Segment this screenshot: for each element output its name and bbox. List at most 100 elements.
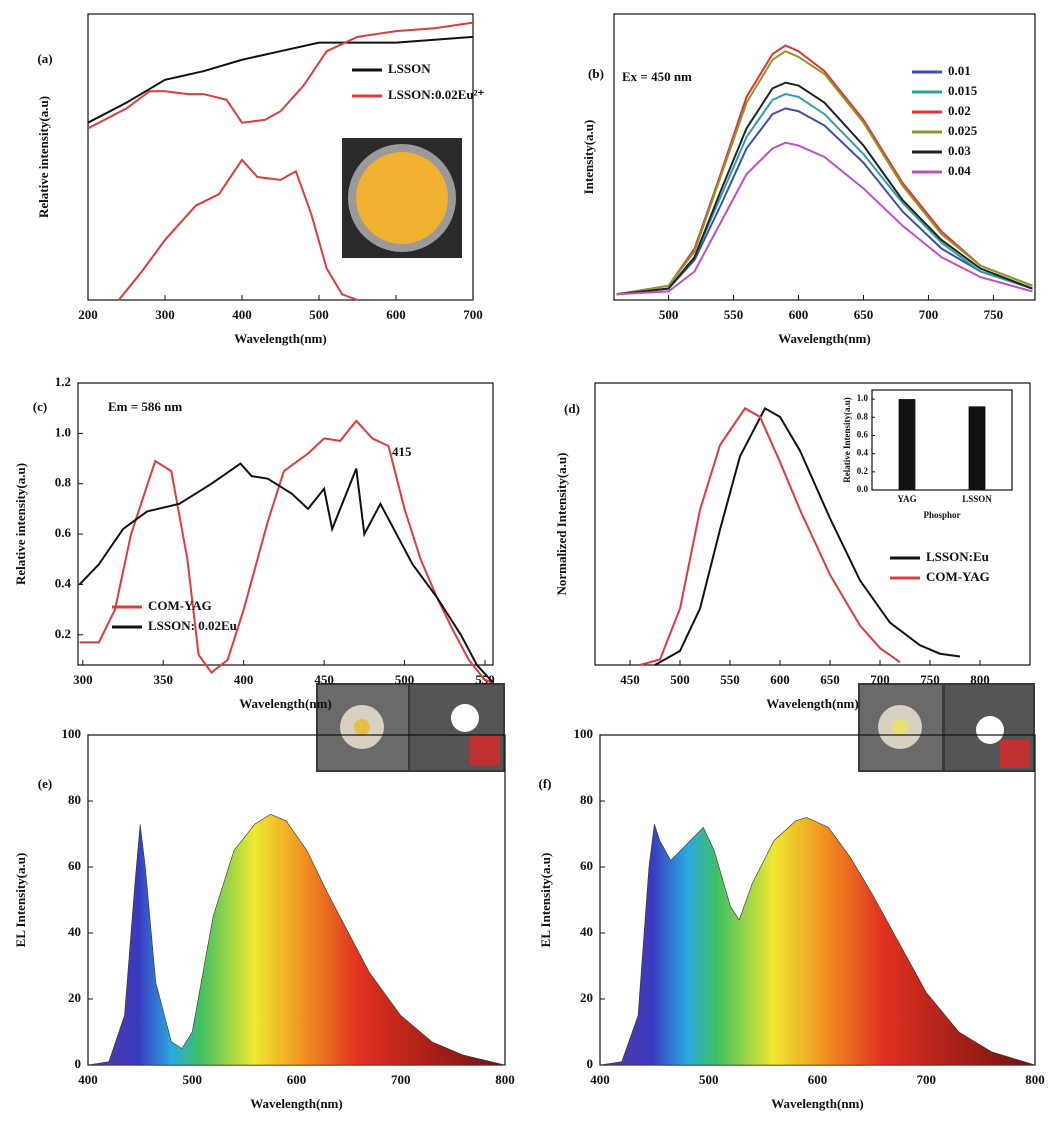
- y-tick-label: 0: [587, 1056, 594, 1071]
- y-axis-label: Normalized Intensity(a.u): [554, 453, 569, 596]
- x-axis-label: Wavelength(nm): [766, 696, 858, 711]
- series-line: [78, 462, 494, 684]
- y-tick-label: 1.0: [857, 393, 869, 403]
- panel-label: (f): [539, 776, 552, 791]
- x-tick-label: 450: [620, 672, 640, 687]
- y-tick-label: 1.2: [55, 374, 71, 389]
- x-tick-label: 300: [73, 672, 93, 687]
- y-axis-label: EL Intensity(a.u): [538, 853, 553, 948]
- x-tick-label: 750: [984, 307, 1004, 322]
- y-tick-label: 80: [580, 792, 593, 807]
- legend-label: 0.02: [948, 103, 971, 118]
- legend-label: 0.01: [948, 63, 971, 78]
- x-tick-label: 200: [78, 307, 98, 322]
- x-tick-label: 400: [234, 672, 254, 687]
- photo-e: [316, 683, 505, 772]
- y-tick-label: 60: [68, 858, 81, 873]
- y-tick-label: 0.4: [55, 575, 72, 590]
- x-tick-label: 800: [970, 672, 990, 687]
- legend-label: COM-YAG: [148, 598, 212, 613]
- y-tick-label: 0.8: [857, 411, 869, 421]
- x-tick-label: 800: [495, 1072, 515, 1087]
- y-tick-label: 0: [75, 1056, 82, 1071]
- x-tick-label: 600: [770, 672, 790, 687]
- x-axis-label: Phosphor: [923, 510, 960, 520]
- legend-label: LSSON: [388, 61, 431, 76]
- x-tick-label: 550: [724, 307, 744, 322]
- photo-f: [858, 683, 1035, 772]
- bar: [968, 406, 986, 490]
- bar: [898, 399, 916, 490]
- x-tick-label: 600: [789, 307, 809, 322]
- x-axis-label: Wavelength(nm): [234, 331, 326, 346]
- legend-label: 0.015: [948, 83, 978, 98]
- x-tick-label: 400: [590, 1072, 610, 1087]
- x-tick-label: 400: [232, 307, 252, 322]
- spectrum-area: [87, 813, 506, 1066]
- panel-label: (a): [37, 51, 52, 66]
- annotation: Em = 586 nm: [108, 399, 182, 414]
- x-tick-label: 600: [808, 1072, 828, 1087]
- series-line: [79, 419, 494, 684]
- series-line: [616, 81, 1033, 296]
- y-tick-label: 60: [580, 858, 593, 873]
- y-tick-label: 40: [68, 924, 81, 939]
- series-line: [639, 407, 901, 666]
- x-tick-label: 700: [463, 307, 483, 322]
- panel-label: (d): [564, 401, 580, 416]
- plot-frame: [77, 382, 494, 666]
- y-tick-label: 0.2: [857, 466, 869, 476]
- y-tick-label: 20: [580, 990, 593, 1005]
- y-tick-label: 100: [62, 726, 82, 741]
- y-tick-label: 100: [574, 726, 594, 741]
- x-tick-label: 700: [917, 1072, 937, 1087]
- series-line: [654, 407, 961, 666]
- x-tick-label: 700: [919, 307, 939, 322]
- x-tick-label: YAG: [897, 494, 916, 504]
- y-tick-label: 0.6: [857, 430, 869, 440]
- x-tick-label: 700: [870, 672, 890, 687]
- y-tick-label: 0.0: [857, 484, 869, 494]
- legend-label: LSSON: 0.02Eu: [148, 618, 237, 633]
- x-tick-label: 300: [155, 307, 175, 322]
- x-tick-label: 500: [659, 307, 679, 322]
- x-tick-label: 500: [183, 1072, 203, 1087]
- x-tick-label: 650: [854, 307, 874, 322]
- x-tick-label: 650: [820, 672, 840, 687]
- x-axis-label: Wavelength(nm): [239, 696, 331, 711]
- x-axis-label: Wavelength(nm): [778, 331, 870, 346]
- legend-label: LSSON:0.02Eu²⁺: [388, 87, 485, 102]
- x-tick-label: 600: [287, 1072, 307, 1087]
- x-tick-label: 500: [395, 672, 415, 687]
- x-tick-label: 750: [920, 672, 940, 687]
- annotation: 415: [392, 444, 412, 459]
- panel-label: (c): [33, 399, 47, 414]
- x-tick-label: 500: [699, 1072, 719, 1087]
- legend-label: COM-YAG: [926, 569, 990, 584]
- x-tick-label: 500: [309, 307, 329, 322]
- y-tick-label: 0.2: [55, 626, 71, 641]
- plot-frame: [87, 13, 474, 301]
- legend-label: 0.025: [948, 123, 978, 138]
- photo-a: [342, 138, 462, 258]
- panel-label: (b): [588, 66, 604, 81]
- y-tick-label: 0.4: [857, 448, 869, 458]
- series-line: [87, 35, 474, 124]
- x-tick-label: 450: [314, 672, 334, 687]
- series-line: [616, 141, 1033, 296]
- y-tick-label: 1.0: [55, 424, 71, 439]
- series-line: [616, 107, 1033, 296]
- panel-label: (e): [38, 776, 52, 791]
- x-axis-label: Wavelength(nm): [250, 1096, 342, 1111]
- legend-label: 0.03: [948, 143, 971, 158]
- annotation: Ex = 450 nm: [622, 69, 692, 84]
- spectrum-area: [599, 817, 1036, 1066]
- y-axis-label: EL Intensity(a.u): [13, 853, 28, 948]
- y-axis-label: Relative intensity(a.u): [36, 96, 51, 218]
- y-axis-label: Relative Intensity(a.u): [842, 397, 852, 483]
- y-tick-label: 40: [580, 924, 593, 939]
- y-tick-label: 0.8: [55, 475, 72, 490]
- x-tick-label: 600: [386, 307, 406, 322]
- x-tick-label: 500: [670, 672, 690, 687]
